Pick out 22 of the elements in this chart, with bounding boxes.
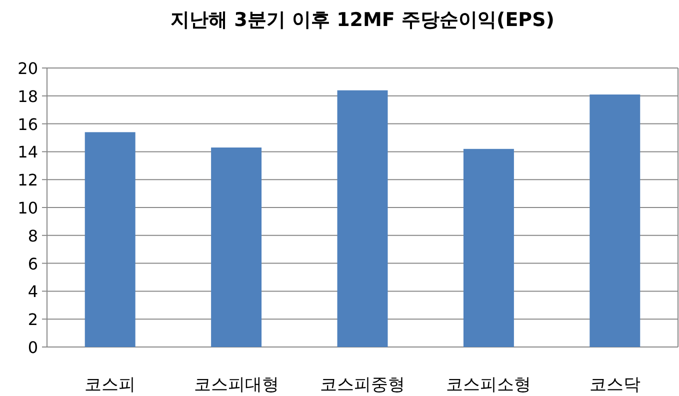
x-tick-label: 코스피중형 [320, 375, 405, 395]
y-tick-label: 0 [28, 338, 38, 357]
y-tick-label: 4 [28, 282, 38, 302]
x-tick-label: 코스피대형 [194, 375, 279, 395]
bar [211, 148, 262, 347]
y-tick-label: 6 [28, 254, 38, 274]
x-tick-label: 코스피 [84, 375, 136, 395]
y-tick-label: 2 [28, 310, 38, 330]
x-tick-label: 코스닥 [589, 375, 640, 395]
y-tick-label: 18 [18, 86, 38, 106]
y-tick-label: 14 [18, 142, 38, 162]
y-tick-label: 12 [18, 170, 38, 190]
bar [84, 132, 136, 347]
bar [337, 90, 388, 347]
y-tick-label: 10 [18, 198, 38, 218]
chart-title: 지난해 3분기 이후 12MF 주당순이익(EPS) [170, 9, 554, 31]
y-tick-label: 20 [18, 59, 38, 78]
y-tick-label: 16 [18, 114, 38, 134]
bar [590, 94, 640, 347]
x-tick-label: 코스피소형 [446, 375, 532, 395]
bar [463, 148, 514, 347]
y-tick-label: 8 [28, 226, 38, 246]
